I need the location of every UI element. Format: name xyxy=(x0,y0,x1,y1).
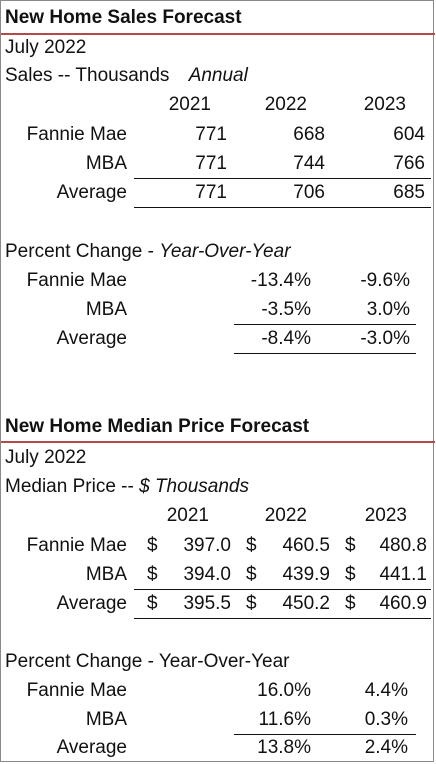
currency-symbol: $ xyxy=(246,535,257,556)
price-pct-title: Percent Change - Year-Over-Year xyxy=(5,651,290,672)
sales-pct-row-label: Fannie Mae xyxy=(26,270,127,291)
sales-title: New Home Sales Forecast xyxy=(5,7,242,28)
sales-pct-title-text: Percent Change - xyxy=(5,241,160,262)
sales-value: 604 xyxy=(393,124,425,145)
price-pct-value: 16.0% xyxy=(257,680,311,701)
price-pct-total-rule xyxy=(234,734,416,735)
sales-pct-bottom-rule xyxy=(234,353,416,354)
price-subtitle-italic: $ Thousands xyxy=(139,476,249,497)
sales-bottom-rule xyxy=(134,207,431,208)
price-year-header: 2023 xyxy=(364,505,407,526)
sales-row-label: Fannie Mae xyxy=(26,124,127,145)
price-value: 460.9 xyxy=(379,593,427,614)
sales-pct-value: -3.0% xyxy=(360,328,410,349)
sales-pct-title-italic: Year-Over-Year xyxy=(159,241,291,262)
price-value: 395.5 xyxy=(183,593,231,614)
price-bottom-rule xyxy=(134,618,431,619)
sales-subtitle-italic: Annual xyxy=(188,65,248,86)
sales-pct-value: -13.4% xyxy=(250,270,311,291)
sales-title-divider xyxy=(1,33,435,35)
sales-year-header: 2021 xyxy=(168,94,211,115)
sales-value: 744 xyxy=(293,153,325,174)
sales-total-rule xyxy=(134,178,431,179)
price-value: 450.2 xyxy=(282,593,330,614)
currency-symbol: $ xyxy=(246,593,257,614)
sales-row-label: MBA xyxy=(85,153,127,174)
price-row-label: Average xyxy=(56,593,127,614)
currency-symbol: $ xyxy=(246,564,257,585)
sales-pct-row-label: MBA xyxy=(85,299,127,320)
price-year-header: 2022 xyxy=(264,505,307,526)
sales-subtitle-text: Sales -- Thousands xyxy=(5,65,170,86)
price-pct-row-label: Fannie Mae xyxy=(26,680,127,701)
price-pct-value: 2.4% xyxy=(364,737,408,758)
price-row-label: Fannie Mae xyxy=(26,535,127,556)
currency-symbol: $ xyxy=(147,564,158,585)
sales-value: 706 xyxy=(293,182,325,203)
sales-value: 771 xyxy=(195,182,227,203)
sales-pct-value: -9.6% xyxy=(360,270,410,291)
price-year-header: 2021 xyxy=(166,505,209,526)
sales-subtitle: Sales -- Thousands Annual xyxy=(5,65,248,87)
sales-pct-total-rule xyxy=(234,324,416,325)
sales-year-header: 2022 xyxy=(264,94,307,115)
price-title-divider xyxy=(1,441,435,443)
sales-year-header: 2023 xyxy=(363,94,406,115)
price-pct-row-label: MBA xyxy=(85,709,127,730)
price-value: 460.5 xyxy=(282,535,330,556)
price-row-label: MBA xyxy=(85,564,127,585)
currency-symbol: $ xyxy=(345,564,356,585)
sales-pct-value: -8.4% xyxy=(261,328,311,349)
price-value: 439.9 xyxy=(282,564,330,585)
price-pct-row-label: Average xyxy=(56,737,127,758)
price-value: 397.0 xyxy=(183,535,231,556)
price-title: New Home Median Price Forecast xyxy=(5,416,310,437)
sales-value: 668 xyxy=(293,124,325,145)
price-pct-value: 11.6% xyxy=(258,709,311,730)
currency-symbol: $ xyxy=(147,535,158,556)
price-total-rule xyxy=(134,589,431,590)
currency-symbol: $ xyxy=(345,535,356,556)
price-value: 441.1 xyxy=(379,564,427,585)
sales-pct-title: Percent Change - Year-Over-Year xyxy=(5,241,291,263)
sales-value: 771 xyxy=(195,153,227,174)
price-subtitle-text: Median Price -- xyxy=(5,476,140,497)
sales-pct-value: -3.5% xyxy=(261,299,311,320)
currency-symbol: $ xyxy=(147,593,158,614)
price-date: July 2022 xyxy=(5,447,87,468)
sales-date: July 2022 xyxy=(5,37,87,58)
sales-pct-row-label: Average xyxy=(56,328,127,349)
price-value: 394.0 xyxy=(183,564,231,585)
sales-value: 685 xyxy=(393,182,425,203)
price-pct-value: 0.3% xyxy=(364,709,408,730)
sales-pct-value: 3.0% xyxy=(366,299,410,320)
sales-row-label: Average xyxy=(56,182,127,203)
price-pct-value: 4.4% xyxy=(364,680,408,701)
sales-value: 766 xyxy=(393,153,425,174)
price-value: 480.8 xyxy=(379,535,427,556)
sales-value: 771 xyxy=(195,124,227,145)
price-pct-value: 13.8% xyxy=(257,737,311,758)
currency-symbol: $ xyxy=(345,593,356,614)
price-subtitle: Median Price -- $ Thousands xyxy=(5,476,249,498)
